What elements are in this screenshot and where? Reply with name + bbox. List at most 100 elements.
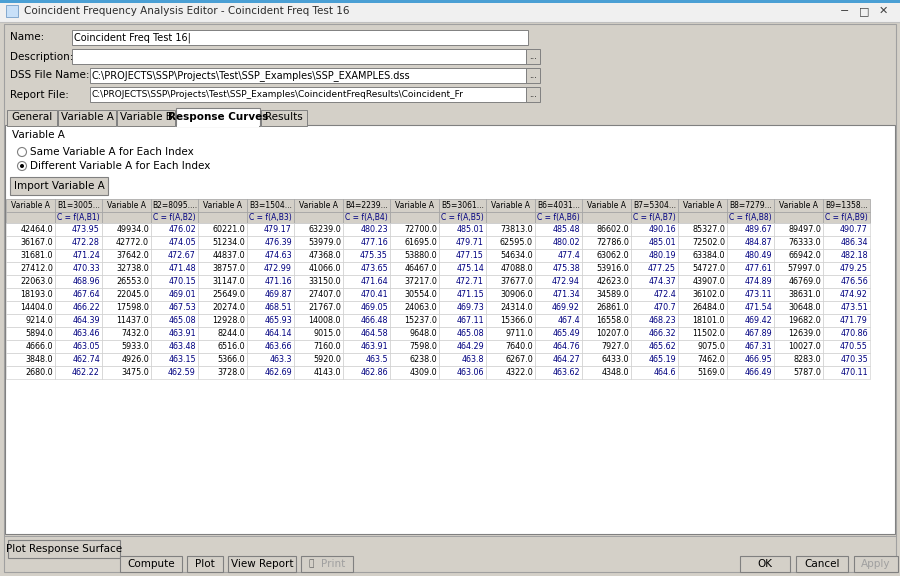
- Bar: [823, 288, 870, 301]
- Bar: [390, 340, 439, 353]
- Bar: [151, 353, 198, 366]
- Bar: [390, 301, 439, 314]
- Bar: [151, 236, 198, 249]
- Text: Variable A: Variable A: [11, 201, 50, 210]
- Text: General: General: [12, 112, 52, 122]
- Text: 467.4: 467.4: [557, 316, 580, 325]
- Text: 15366.0: 15366.0: [500, 316, 533, 325]
- Bar: [6, 314, 55, 327]
- Text: 22063.0: 22063.0: [20, 277, 53, 286]
- Bar: [740, 556, 790, 572]
- Bar: [6, 236, 55, 249]
- Text: 464.39: 464.39: [72, 316, 100, 325]
- Bar: [228, 556, 296, 572]
- Text: 489.67: 489.67: [744, 225, 772, 234]
- Text: 6433.0: 6433.0: [601, 355, 629, 364]
- Bar: [439, 366, 486, 379]
- Text: 31681.0: 31681.0: [21, 251, 53, 260]
- Text: Description:: Description:: [10, 51, 74, 62]
- Bar: [631, 199, 678, 212]
- Bar: [526, 87, 540, 102]
- Text: 469.42: 469.42: [744, 316, 772, 325]
- Text: C = f(A,B2): C = f(A,B2): [153, 213, 196, 222]
- Bar: [535, 249, 582, 262]
- Text: 470.35: 470.35: [841, 355, 868, 364]
- Bar: [102, 366, 151, 379]
- Text: Results: Results: [266, 112, 303, 122]
- Bar: [535, 223, 582, 236]
- Bar: [582, 249, 631, 262]
- Text: 462.59: 462.59: [168, 368, 196, 377]
- Text: 475.38: 475.38: [553, 264, 580, 273]
- Text: 63384.0: 63384.0: [692, 251, 725, 260]
- Text: ...: ...: [529, 52, 537, 61]
- Text: 470.11: 470.11: [841, 368, 868, 377]
- Bar: [198, 212, 247, 223]
- Bar: [823, 275, 870, 288]
- Bar: [823, 301, 870, 314]
- Text: 7927.0: 7927.0: [601, 342, 629, 351]
- Bar: [102, 301, 151, 314]
- Bar: [120, 556, 182, 572]
- Text: Cancel: Cancel: [805, 559, 840, 569]
- Text: 4666.0: 4666.0: [25, 342, 53, 351]
- Bar: [55, 262, 102, 275]
- Bar: [294, 199, 343, 212]
- Bar: [631, 366, 678, 379]
- Text: 474.92: 474.92: [840, 290, 868, 299]
- Text: 21767.0: 21767.0: [308, 303, 341, 312]
- Bar: [582, 353, 631, 366]
- Bar: [439, 223, 486, 236]
- Text: 466.49: 466.49: [744, 368, 772, 377]
- Text: 472.94: 472.94: [552, 277, 580, 286]
- Bar: [6, 223, 55, 236]
- Text: 30648.0: 30648.0: [788, 303, 821, 312]
- Text: 3728.0: 3728.0: [217, 368, 245, 377]
- Text: 477.25: 477.25: [648, 264, 676, 273]
- Text: 49934.0: 49934.0: [116, 225, 149, 234]
- Text: OK: OK: [758, 559, 772, 569]
- Text: 479.25: 479.25: [840, 264, 868, 273]
- Bar: [198, 327, 247, 340]
- Text: 44837.0: 44837.0: [212, 251, 245, 260]
- Text: 63062.0: 63062.0: [597, 251, 629, 260]
- Text: 5920.0: 5920.0: [313, 355, 341, 364]
- Bar: [247, 249, 294, 262]
- Bar: [823, 327, 870, 340]
- Bar: [55, 199, 102, 212]
- Text: 24063.0: 24063.0: [404, 303, 437, 312]
- Text: 72786.0: 72786.0: [596, 238, 629, 247]
- Text: 7640.0: 7640.0: [506, 342, 533, 351]
- Text: 468.23: 468.23: [648, 316, 676, 325]
- Text: 66942.0: 66942.0: [788, 251, 821, 260]
- Bar: [631, 340, 678, 353]
- Text: 464.27: 464.27: [553, 355, 580, 364]
- Bar: [176, 108, 260, 126]
- Bar: [294, 236, 343, 249]
- Bar: [5, 125, 895, 534]
- Text: 43907.0: 43907.0: [692, 277, 725, 286]
- Bar: [678, 301, 727, 314]
- Bar: [6, 366, 55, 379]
- Text: 480.49: 480.49: [744, 251, 772, 260]
- Bar: [727, 314, 774, 327]
- Text: 7462.0: 7462.0: [698, 355, 725, 364]
- Bar: [439, 212, 486, 223]
- Text: 89497.0: 89497.0: [788, 225, 821, 234]
- Bar: [774, 199, 823, 212]
- Text: 53880.0: 53880.0: [404, 251, 437, 260]
- Bar: [198, 314, 247, 327]
- Text: 54634.0: 54634.0: [500, 251, 533, 260]
- Bar: [631, 288, 678, 301]
- Text: 19682.0: 19682.0: [788, 316, 821, 325]
- Text: 464.6: 464.6: [653, 368, 676, 377]
- Bar: [535, 199, 582, 212]
- Bar: [582, 212, 631, 223]
- Text: 24314.0: 24314.0: [500, 303, 533, 312]
- Text: 467.31: 467.31: [744, 342, 772, 351]
- Text: 480.02: 480.02: [553, 238, 580, 247]
- Bar: [55, 327, 102, 340]
- Text: 36167.0: 36167.0: [21, 238, 53, 247]
- Bar: [247, 262, 294, 275]
- Text: 4348.0: 4348.0: [601, 368, 629, 377]
